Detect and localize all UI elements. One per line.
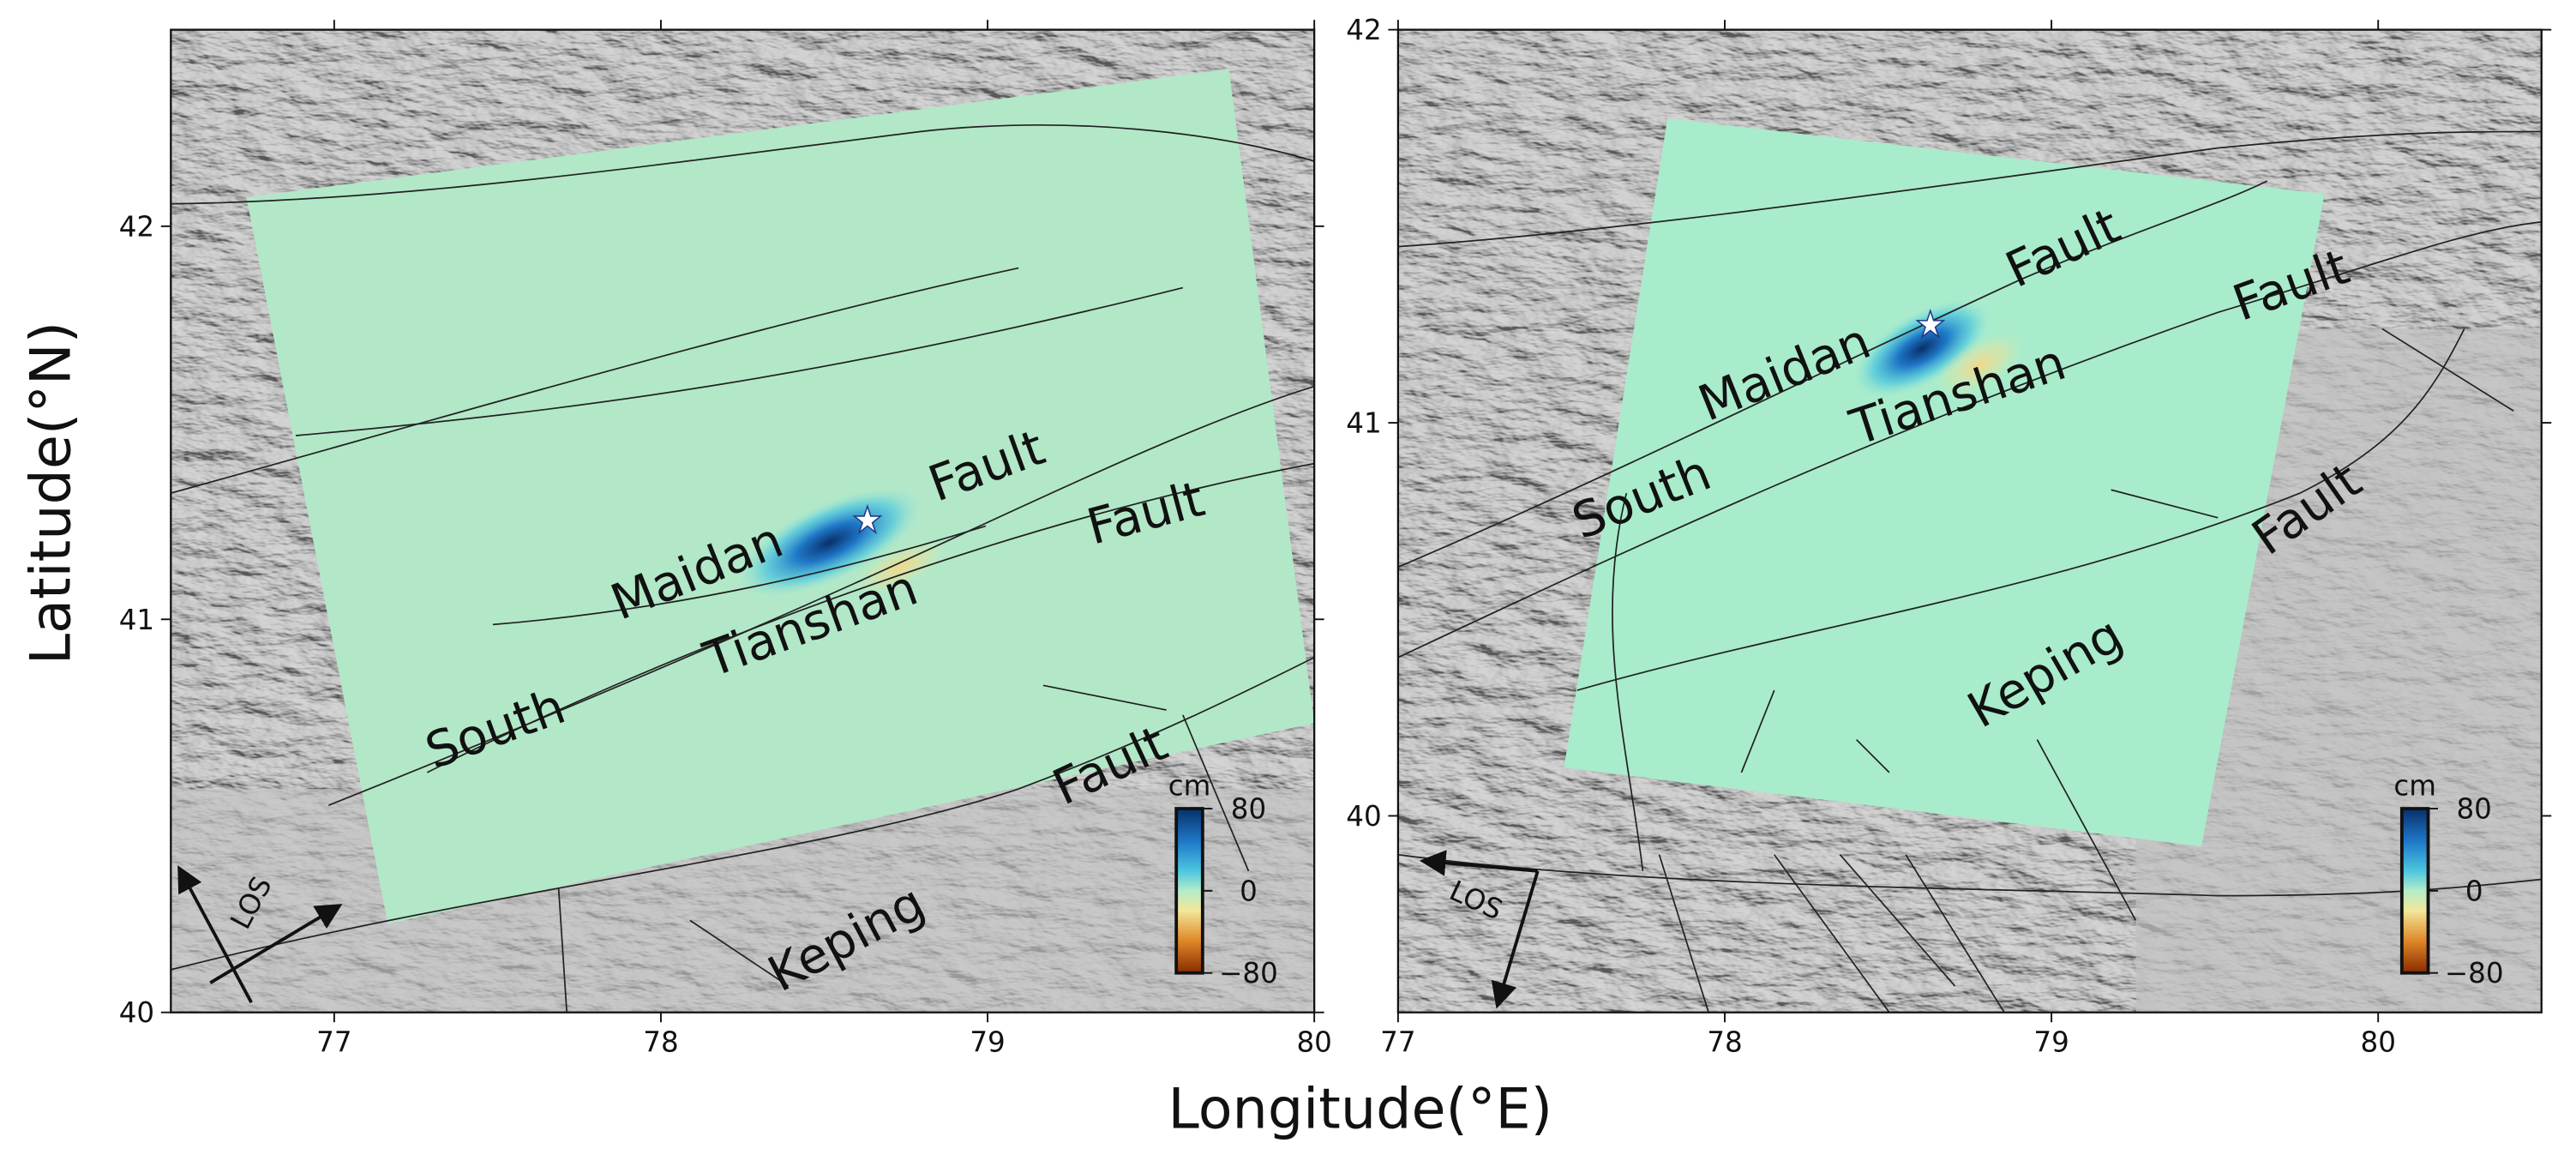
x-axis-label: Longitude(°E) [1168, 1078, 1553, 1142]
frame [170, 28, 1316, 1014]
colorbar-tick-label: 0 [1240, 875, 1258, 907]
x-tick-label: 78 [643, 1026, 678, 1059]
map-left [171, 29, 1315, 1013]
swath [1564, 118, 2325, 847]
y-tick-label: 40 [1346, 800, 1381, 833]
map-right [1397, 29, 2542, 1013]
x-tick-label: 80 [2360, 1026, 2395, 1059]
colorbar-unit: cm [1168, 770, 1211, 803]
y-tick-label: 41 [1346, 407, 1381, 440]
colorbar [2399, 807, 2430, 975]
y-tick-label: 40 [119, 996, 154, 1029]
colorbar-tick-label: 80 [1231, 793, 1266, 826]
y-axis-label: Latitude(°N) [19, 322, 83, 665]
colorbar-tick-label: 0 [2465, 875, 2483, 907]
x-tick-label: 77 [316, 1026, 351, 1059]
x-tick-label: 79 [2033, 1026, 2069, 1059]
colorbar-tick-label: 80 [2456, 793, 2491, 826]
y-tick-label: 41 [119, 604, 154, 636]
colorbar-tick-label: −80 [1219, 957, 1278, 990]
y-tick-label: 42 [119, 210, 154, 243]
x-tick-label: 78 [1707, 1026, 1742, 1059]
colorbar [1174, 807, 1204, 975]
x-tick-label: 80 [1296, 1026, 1331, 1059]
x-tick-label: 77 [1380, 1026, 1415, 1059]
x-tick-label: 79 [970, 1026, 1005, 1059]
colorbar-tick-label: −80 [2445, 957, 2504, 990]
swath [246, 69, 1315, 924]
colorbar-unit: cm [2393, 770, 2436, 803]
frame [1396, 28, 2543, 1014]
y-tick-label: 42 [1346, 14, 1381, 46]
